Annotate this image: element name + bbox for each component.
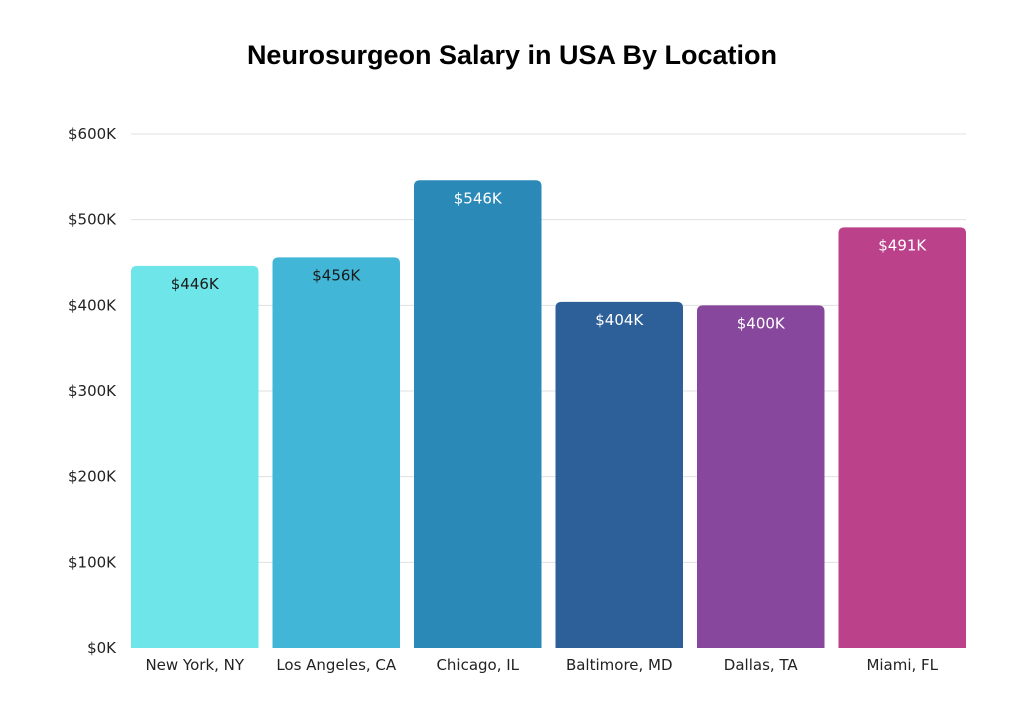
bar-value-label: $404K [595,311,644,329]
bar-value-label: $456K [312,266,361,284]
x-category-label: Miami, FL [866,656,938,674]
value-labels: $446K $456K $546K $404K $400K $491K [171,189,928,332]
y-tick-label: $200K [68,468,117,486]
chart-title: Neurosurgeon Salary in USA By Location [247,40,777,70]
bar-value-label: $546K [454,189,503,207]
x-category-label: New York, NY [145,656,244,674]
y-axis-ticks: $0K $100K $200K $300K $400K $500K $600K [68,125,117,657]
bar-value-label: $491K [878,236,927,254]
y-tick-label: $500K [68,211,117,229]
y-tick-label: $600K [68,125,117,143]
x-axis-categories: New York, NY Los Angeles, CA Chicago, IL Ba… [145,656,938,674]
bar [131,265,259,648]
bars [131,180,966,649]
x-category-label: Dallas, TA [724,656,799,674]
y-tick-label: $0K [87,639,117,657]
x-category-label: Chicago, IL [436,656,519,674]
y-tick-label: $400K [68,296,117,314]
bar [697,305,825,648]
bar [272,257,400,648]
bar [414,180,542,648]
gridlines [131,133,966,563]
bar-value-label: $446K [171,275,220,293]
bar [555,301,683,648]
y-tick-label: $100K [68,553,117,571]
bar-value-label: $400K [737,314,786,332]
y-tick-label: $300K [68,382,117,400]
x-category-label: Baltimore, MD [566,656,673,674]
bar [838,227,966,649]
x-category-label: Los Angeles, CA [276,656,397,674]
